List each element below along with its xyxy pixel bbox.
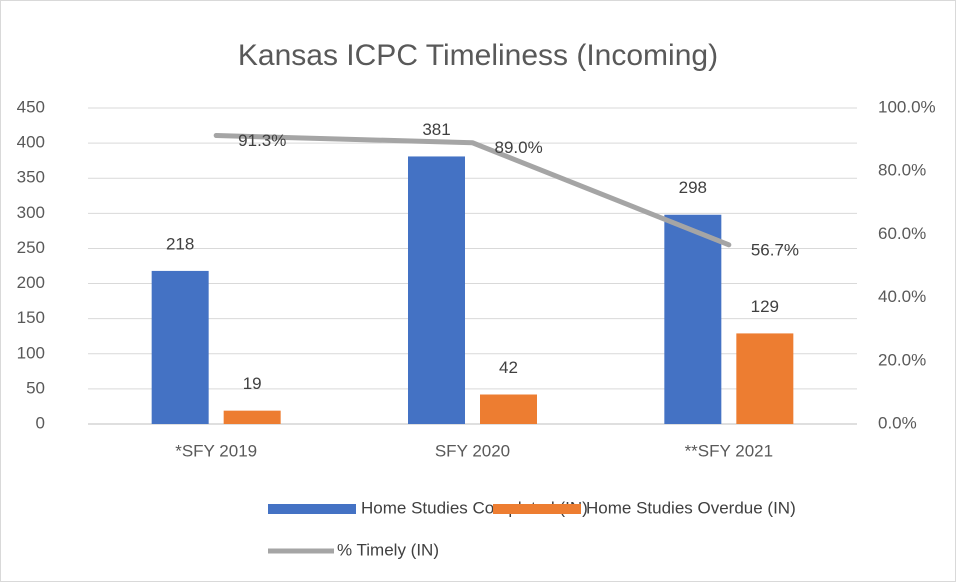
data-label: 381 bbox=[422, 120, 450, 139]
chart-title: Kansas ICPC Timeliness (Incoming) bbox=[238, 39, 718, 72]
legend-label: % Timely (IN) bbox=[337, 540, 439, 559]
data-label: 298 bbox=[679, 178, 707, 197]
y2-tick-label: 20.0% bbox=[878, 350, 926, 369]
data-label: 218 bbox=[166, 234, 194, 253]
legend-swatch bbox=[268, 504, 356, 514]
x-tick-label: **SFY 2021 bbox=[685, 441, 774, 460]
y2-tick-label: 60.0% bbox=[878, 224, 926, 243]
data-label: 129 bbox=[751, 297, 779, 316]
y-tick-label: 100 bbox=[17, 343, 45, 362]
x-tick-label: *SFY 2019 bbox=[175, 441, 257, 460]
bar bbox=[408, 156, 465, 424]
data-label: 19 bbox=[243, 374, 262, 393]
bar bbox=[736, 333, 794, 424]
y-tick-label: 350 bbox=[17, 168, 45, 187]
bar bbox=[223, 410, 281, 424]
y-tick-label: 400 bbox=[17, 133, 45, 152]
y-tick-label: 250 bbox=[17, 238, 45, 257]
y-tick-label: 50 bbox=[26, 378, 45, 397]
y2-tick-label: 40.0% bbox=[878, 287, 926, 306]
legend-swatch bbox=[493, 504, 581, 514]
y-tick-label: 0 bbox=[36, 413, 45, 432]
y2-tick-label: 80.0% bbox=[878, 161, 926, 180]
bar bbox=[151, 270, 209, 424]
line bbox=[213, 132, 732, 248]
y2-tick-label: 0.0% bbox=[878, 413, 917, 432]
y2-tick-label: 100.0% bbox=[878, 97, 936, 116]
y-tick-label: 200 bbox=[17, 273, 45, 292]
data-label: 91.3% bbox=[238, 131, 286, 150]
data-label: 42 bbox=[499, 358, 518, 377]
bar bbox=[480, 394, 537, 424]
x-tick-label: SFY 2020 bbox=[435, 441, 510, 460]
y-tick-label: 150 bbox=[17, 308, 45, 327]
y-tick-label: 450 bbox=[17, 97, 45, 116]
data-label: 56.7% bbox=[751, 240, 799, 259]
legend-label: Home Studies Overdue (IN) bbox=[586, 498, 796, 517]
y-tick-label: 300 bbox=[17, 203, 45, 222]
bar bbox=[664, 214, 722, 424]
data-label: 89.0% bbox=[495, 138, 543, 157]
